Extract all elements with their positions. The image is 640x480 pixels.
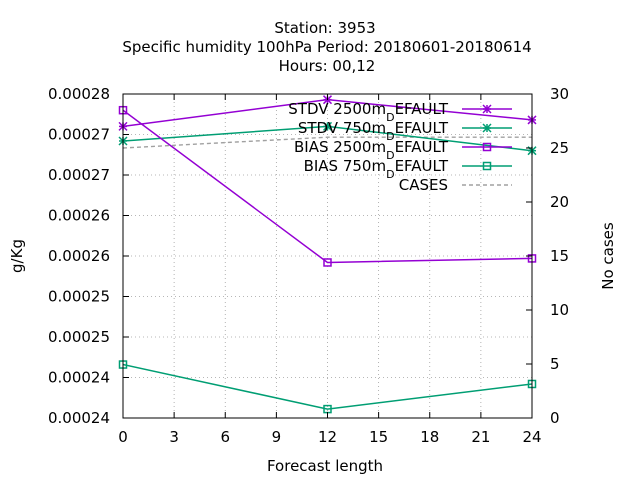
square-marker	[482, 161, 492, 171]
legend-label: CASES	[399, 176, 448, 194]
x-tick-label: 18	[420, 428, 439, 446]
y2-tick-label: 5	[550, 355, 560, 373]
y2-tick-label: 0	[550, 409, 560, 427]
series-line	[122, 363, 533, 410]
star-marker	[322, 121, 333, 131]
y2-tick-label: 10	[550, 301, 569, 319]
y-tick-label: 0.00024	[48, 369, 110, 387]
x-tick-label: 15	[369, 428, 388, 446]
y-tick-label: 0.00026	[48, 247, 110, 265]
x-tick-label: 24	[522, 428, 541, 446]
y2-tick-label: 30	[550, 85, 569, 103]
legend-label: BIAS 2500mDEFAULT	[294, 138, 449, 162]
x-tick-label: 3	[169, 428, 179, 446]
legend-item: STDV 750mDEFAULT	[298, 119, 512, 143]
chart-title-line2: Specific humidity 100hPa Period: 2018060…	[122, 38, 531, 56]
y-tick-label: 0.00025	[48, 288, 110, 306]
y-tick-label: 0.00028	[48, 85, 110, 103]
x-tick-label: 9	[272, 428, 282, 446]
legend-item: CASES	[399, 176, 512, 194]
x-tick-label: 21	[471, 428, 490, 446]
legend-item: STDV 2500mDEFAULT	[288, 100, 512, 124]
y2-tick-label: 20	[550, 193, 569, 211]
star-marker	[482, 123, 492, 133]
legend-label: STDV 2500mDEFAULT	[288, 100, 449, 124]
chart-title-line1: Station: 3953	[274, 19, 375, 37]
series-line	[122, 109, 533, 264]
y-tick-label: 0.00024	[48, 409, 110, 427]
legend-label: STDV 750mDEFAULT	[298, 119, 449, 143]
legend-item: BIAS 750mDEFAULT	[304, 157, 512, 181]
square-marker	[323, 258, 332, 267]
x-tick-label: 12	[318, 428, 337, 446]
x-tick-label: 0	[118, 428, 128, 446]
y-tick-label: 0.00026	[48, 207, 110, 225]
y2-axis-label: No cases	[599, 222, 617, 290]
series-line	[122, 136, 532, 149]
y-tick-label: 0.00027	[48, 126, 110, 144]
legend-item: BIAS 2500mDEFAULT	[294, 138, 512, 162]
y2-tick-label: 15	[550, 247, 569, 265]
y-axis-label: g/Kg	[8, 239, 26, 273]
chart-title-line3: Hours: 00,12	[279, 57, 376, 75]
star-marker	[482, 104, 492, 114]
grid	[123, 94, 532, 418]
square-marker	[482, 142, 492, 152]
y-tick-label: 0.00027	[48, 166, 110, 184]
x-axis-label: Forecast length	[267, 457, 383, 475]
legend-label: BIAS 750mDEFAULT	[304, 157, 449, 181]
y-tick-label: 0.00025	[48, 328, 110, 346]
y2-tick-label: 25	[550, 139, 569, 157]
axis-ticks: 0 3 6 9 12 15 18 21 24 0.00024 0.00024 0.00025 0.000…	[48, 85, 569, 446]
x-tick-label: 6	[220, 428, 230, 446]
